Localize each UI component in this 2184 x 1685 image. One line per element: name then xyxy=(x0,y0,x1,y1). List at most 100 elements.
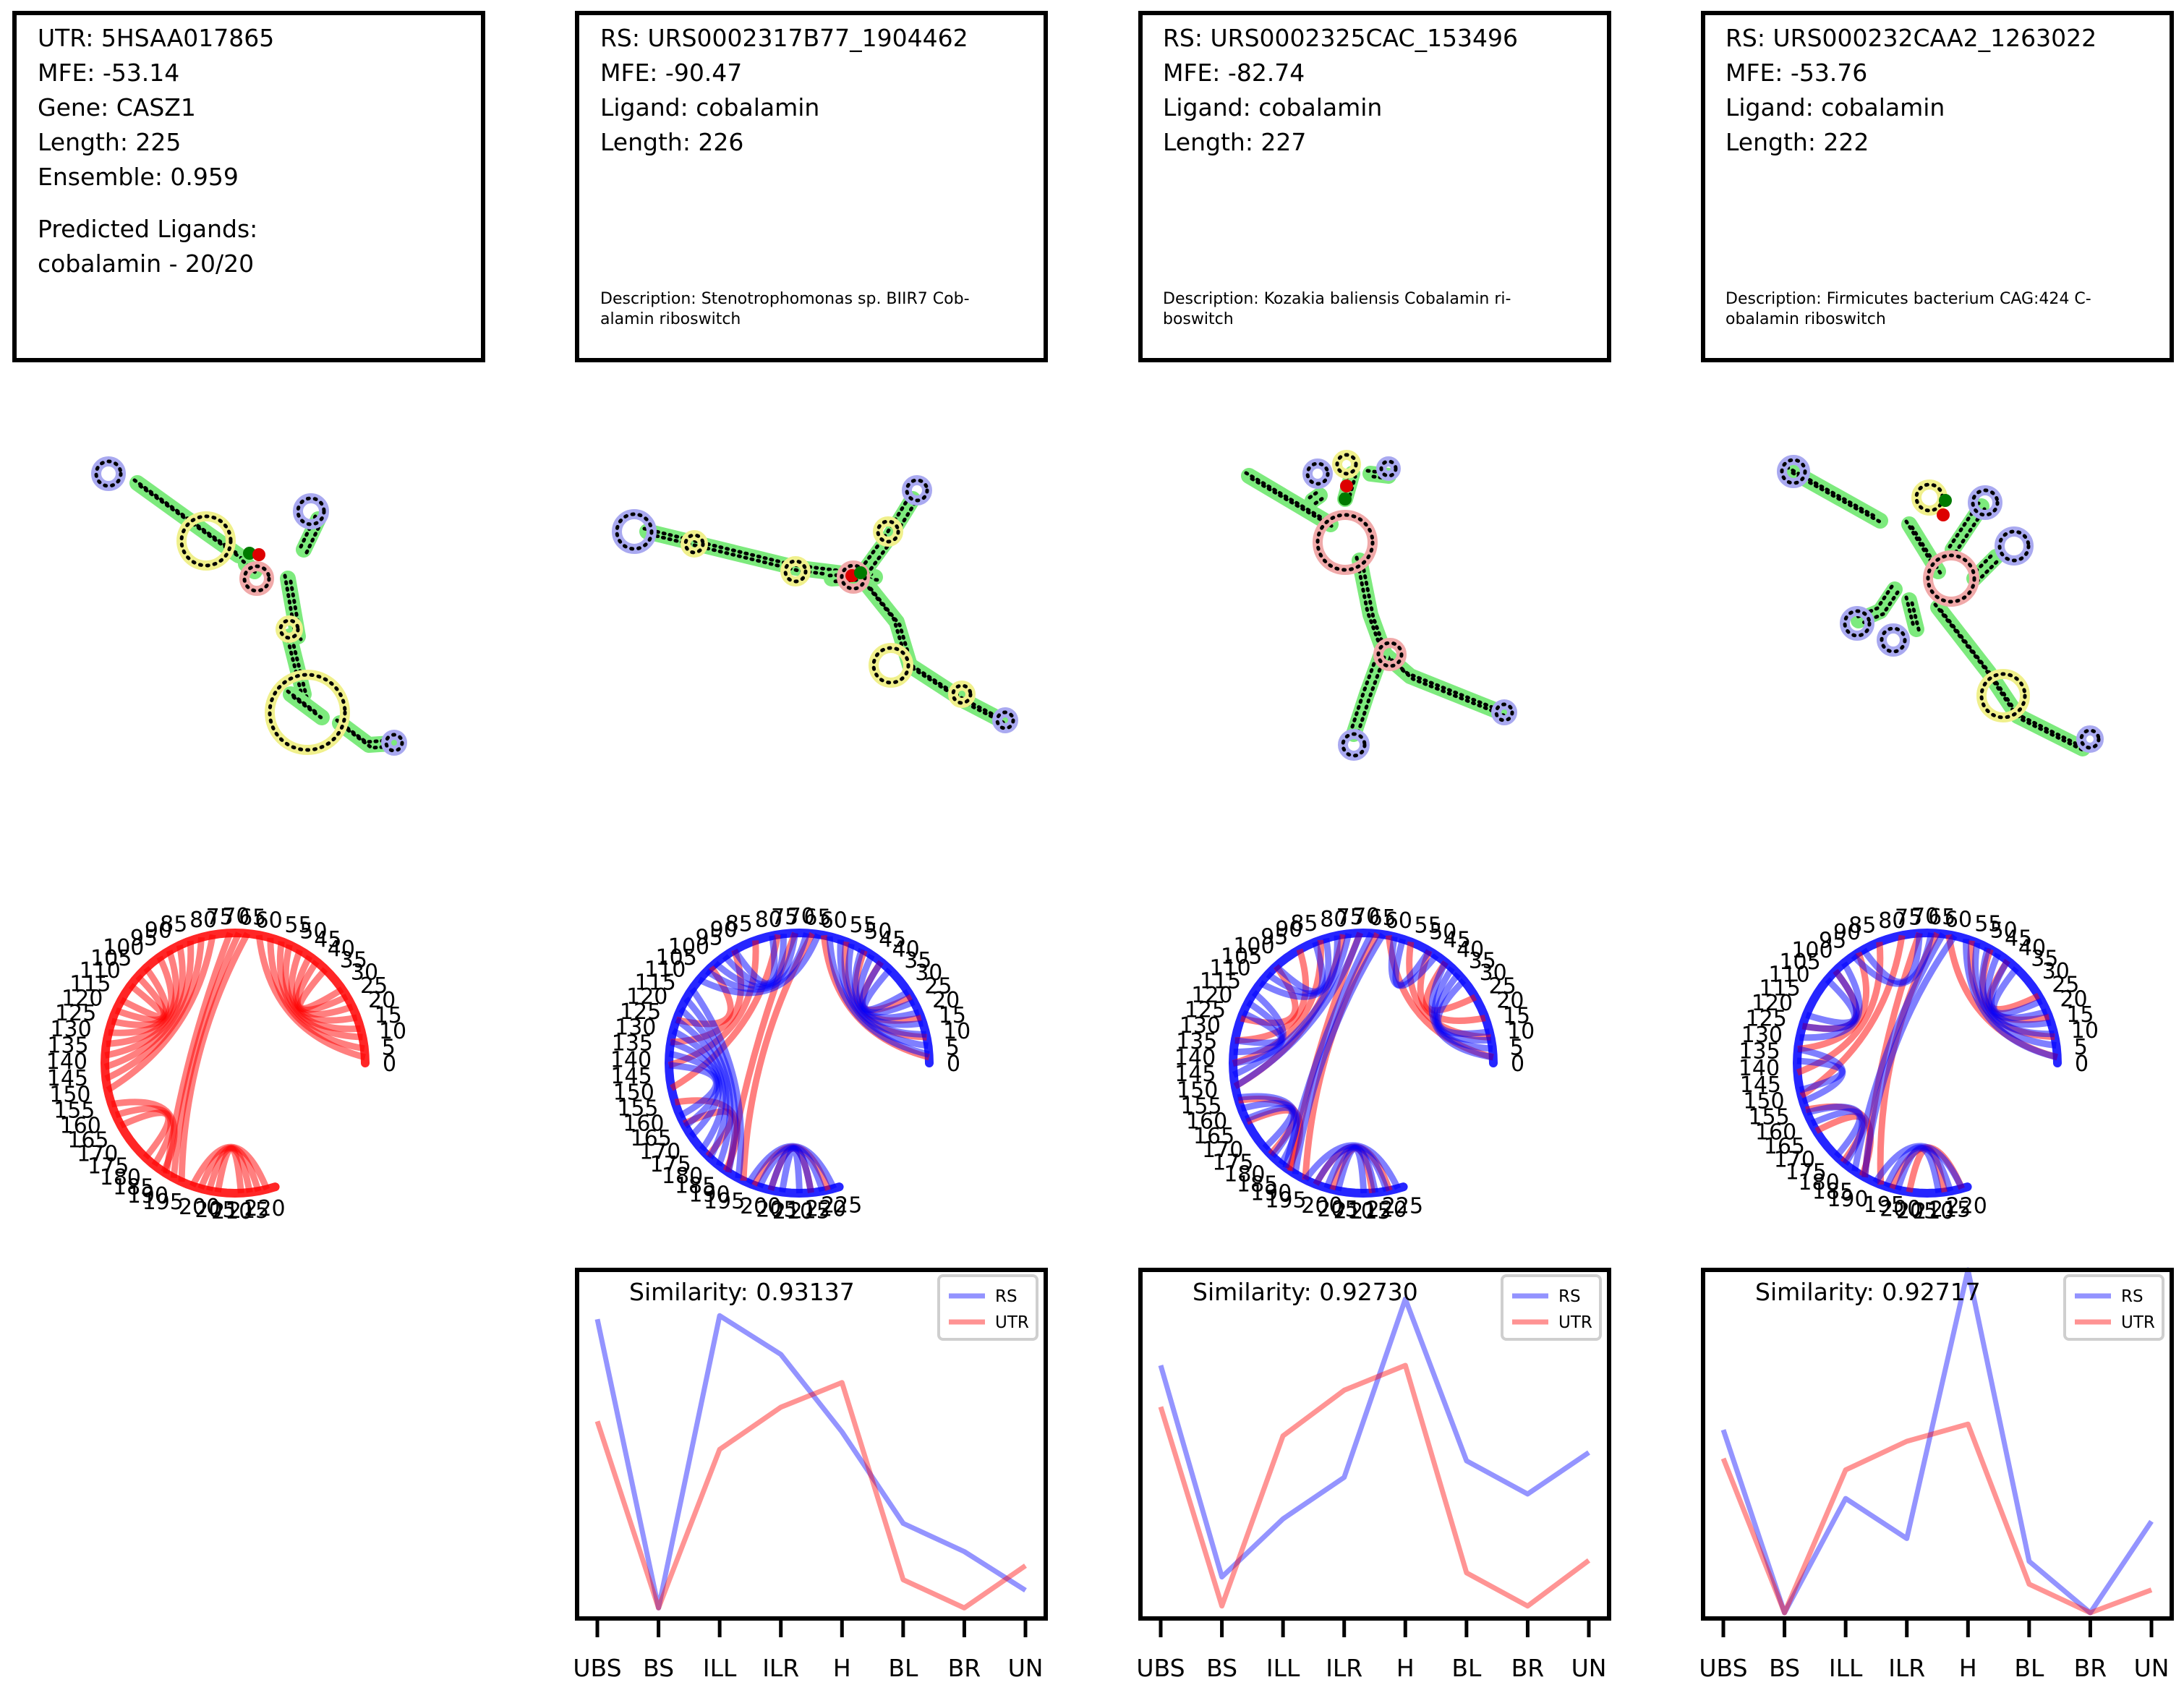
tick-label: 45 xyxy=(2005,926,2032,951)
description-line: alamin riboswitch xyxy=(600,310,741,328)
tick-label: 125 xyxy=(1746,1007,1787,1032)
tick-label: 165 xyxy=(631,1126,672,1151)
tick-label: 155 xyxy=(617,1096,658,1121)
predicted-ligands-heading: Predicted Ligands: xyxy=(38,215,257,243)
tick-label: 85 xyxy=(1848,913,1876,939)
tick-label: 70 xyxy=(788,904,815,929)
tick-label: 75 xyxy=(1895,905,1922,931)
hairpin-loop-nucleotides xyxy=(1843,609,1872,638)
x-tick-label: ILL xyxy=(1266,1654,1300,1682)
multiloop-loop-nucleotides xyxy=(1376,641,1404,668)
stem-nucleotides xyxy=(291,695,327,722)
tick-label: 105 xyxy=(656,945,697,971)
tick-label: 165 xyxy=(1764,1134,1805,1159)
secondary-structure-2 xyxy=(1241,450,1517,761)
tick-label: 50 xyxy=(299,919,327,944)
tick-label: 165 xyxy=(67,1128,108,1153)
info-panel-rs-2: RS: URS0002325CAC_153496 MFE: -82.74 Lig… xyxy=(1138,11,1611,362)
tick-label: 195 xyxy=(1864,1193,1905,1218)
tick-label: 170 xyxy=(77,1142,118,1167)
description-line: Description: Firmicutes bacterium CAG:42… xyxy=(1726,290,2091,308)
tick-label: 95 xyxy=(1819,928,1846,953)
tick-label: 60 xyxy=(820,908,848,934)
stem-nucleotides xyxy=(1386,655,1506,717)
tick-label: 220 xyxy=(805,1197,846,1222)
series-line-utr xyxy=(594,1380,1027,1611)
tick-label: 190 xyxy=(688,1182,730,1207)
arc-chord xyxy=(1234,1010,1284,1046)
tick-label: 85 xyxy=(1290,911,1318,937)
arc-chord xyxy=(119,1109,172,1160)
interior-loop-nucleotides xyxy=(1335,453,1358,476)
x-tick-label: BL xyxy=(2014,1654,2044,1682)
stem-nucleotides xyxy=(1791,471,1885,526)
tick-label: 40 xyxy=(892,937,920,963)
legend-box xyxy=(2063,1274,2164,1341)
tick-label: 30 xyxy=(1480,960,1507,986)
arc-diagram-2: 0510152025303540455055606570758085909510… xyxy=(1174,904,1535,1224)
tick-label: 80 xyxy=(755,907,782,932)
tick-label: 190 xyxy=(1250,1181,1292,1206)
arc-chord xyxy=(1805,977,1858,1026)
backbone xyxy=(1228,928,1498,1198)
tick-label: 95 xyxy=(696,925,723,950)
tick-label: 175 xyxy=(650,1152,691,1177)
profile-chart-2: UBS BS ILL ILR H BL BR UN Similarity: 0.92717 RS U… xyxy=(1699,1267,2174,1682)
tick-label: 35 xyxy=(340,947,367,973)
tick-label: 60 xyxy=(255,908,283,933)
tick-label: 115 xyxy=(635,971,676,996)
stem-nucleotides xyxy=(854,576,880,582)
arc-chord xyxy=(683,997,738,1174)
tick-label: 70 xyxy=(222,904,249,929)
tick-label: 170 xyxy=(639,1140,681,1165)
tick-label: 140 xyxy=(610,1047,652,1072)
tick-label: 100 xyxy=(1233,934,1274,959)
tick-label: 150 xyxy=(49,1082,90,1107)
predicted-ligands-value: cobalamin - 20/20 xyxy=(38,249,254,278)
hairpin-loop-nucleotides xyxy=(1305,461,1330,486)
tick-label: 195 xyxy=(1265,1187,1306,1213)
tick-label: 20 xyxy=(1496,989,1524,1014)
hairpin-loop-nucleotides xyxy=(2079,728,2101,750)
tick-label: 180 xyxy=(1224,1162,1265,1187)
tick-label: 35 xyxy=(2031,947,2058,972)
profile-chart-1: UBS BS ILL ILR H BL BR UN Similarity: 0.92730 RS U… xyxy=(1136,1268,1611,1682)
stem-nucleotides xyxy=(1355,555,1384,654)
secondary-structure-3 xyxy=(1777,455,2104,756)
hairpin-loop-nucleotides xyxy=(1379,459,1398,478)
legend-label: RS xyxy=(995,1287,1018,1306)
tick-label: 200 xyxy=(179,1195,220,1220)
arc-chord xyxy=(731,935,778,987)
stem-nucleotides xyxy=(1948,501,1981,549)
stem-nucleotides xyxy=(1975,558,2001,584)
x-tick-label: H xyxy=(1396,1654,1415,1682)
arc-chord xyxy=(214,1145,244,1194)
arc-chord xyxy=(1244,1104,1296,1151)
tick-label: 95 xyxy=(130,926,158,951)
x-tick-label: UN xyxy=(2134,1654,2170,1682)
interior-loop-nucleotides xyxy=(871,646,910,685)
tick-label: 110 xyxy=(80,958,121,984)
tick-label: 25 xyxy=(360,973,388,999)
tick-label: 20 xyxy=(2060,987,2087,1012)
tick-label: 120 xyxy=(61,986,103,1011)
tick-label: 170 xyxy=(1774,1148,1815,1173)
info-panel-rs-1: RS: URS0002317B77_1904462 MFE: -90.47 Li… xyxy=(575,11,1048,362)
tick-label: 155 xyxy=(1748,1104,1789,1130)
tick-label: 65 xyxy=(1928,905,1955,930)
info-line: Gene: CASZ1 xyxy=(38,93,196,121)
tick-label: 160 xyxy=(60,1114,101,1139)
tick-label: 40 xyxy=(2018,936,2046,961)
x-tick-label: BS xyxy=(1769,1654,1800,1682)
tick-label: 10 xyxy=(379,1019,406,1044)
arc-chord xyxy=(106,934,216,1093)
tick-label: 65 xyxy=(803,905,831,931)
ligand-site-marker xyxy=(1339,492,1352,505)
tick-label: 75 xyxy=(206,905,234,930)
tick-label: 215 xyxy=(789,1199,830,1224)
stem-nucleotides xyxy=(1939,608,2088,754)
tick-label: 15 xyxy=(939,1003,966,1028)
arc-chord xyxy=(779,1145,803,1194)
